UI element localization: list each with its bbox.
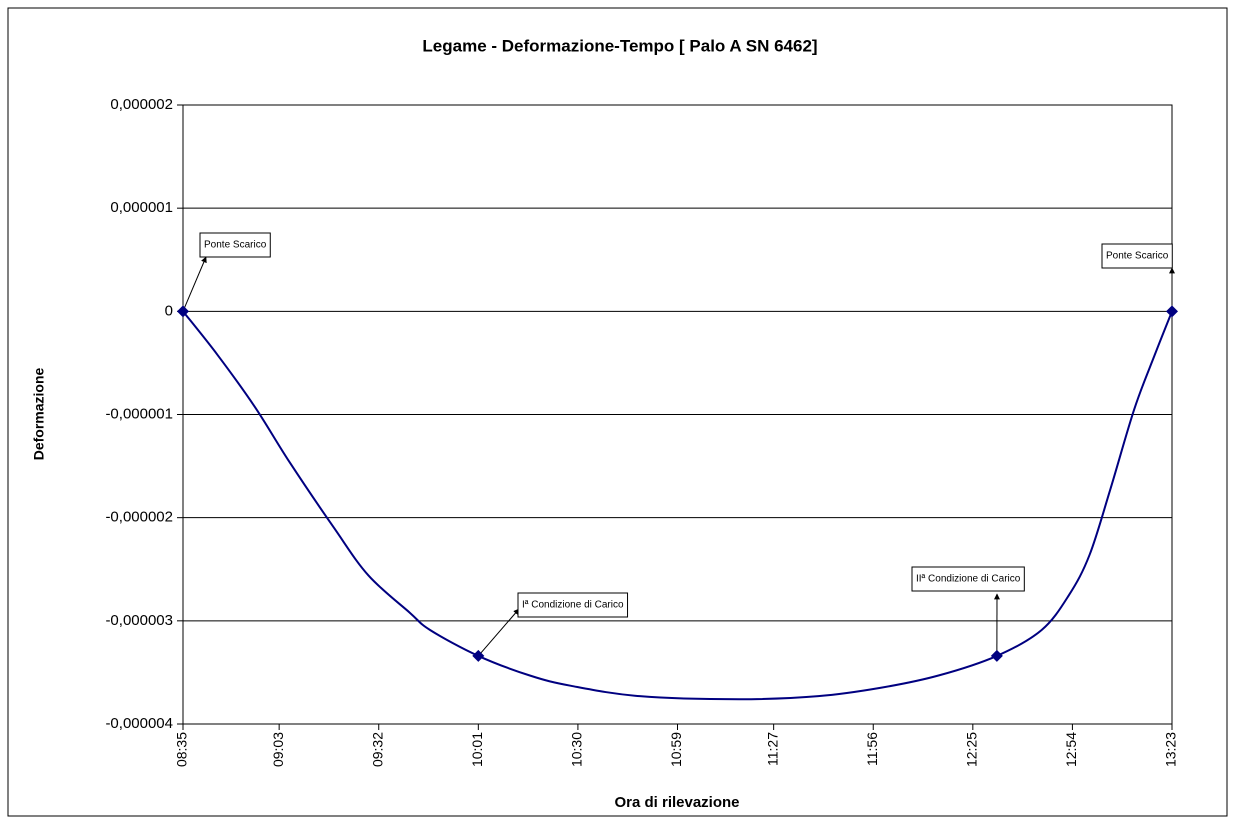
x-tick-label: 10:59: [668, 732, 684, 767]
marker: [472, 649, 485, 662]
y-tick-label: -0,000001: [105, 405, 173, 422]
y-axis-label: Deformazione: [31, 368, 47, 461]
annotation-box: [199, 232, 271, 258]
annotation: Ponte Scarico: [199, 232, 271, 258]
annotation-box: [911, 566, 1025, 592]
marker: [990, 649, 1003, 662]
x-tick-label: 11:56: [864, 732, 880, 766]
data-line: [182, 310, 1173, 701]
y-tick-label: 0,000001: [110, 199, 173, 216]
x-tick-label: 09:03: [270, 732, 286, 767]
annotation-arrow: [477, 608, 520, 657]
annotation-arrow: [182, 256, 207, 312]
x-tick-label: 11:27: [764, 732, 780, 766]
x-tick-label: 09:32: [369, 732, 385, 767]
x-tick-label: 13:23: [1163, 732, 1179, 767]
y-tick-label: 0,000002: [110, 96, 173, 113]
annotation-text: Iª Condizione di Carico: [522, 600, 624, 611]
y-tick-label: -0,000002: [105, 509, 173, 526]
marker: [1166, 305, 1178, 318]
y-tick-label: -0,000003: [105, 612, 173, 629]
annotation-box: [1101, 243, 1173, 269]
annotation-text: Ponte Scarico: [1106, 251, 1169, 262]
x-tick-label: 08:35: [174, 732, 190, 767]
y-tick-label: -0,000004: [105, 715, 173, 732]
marker: [177, 305, 189, 318]
y-tick-label: 0: [165, 302, 173, 319]
annotation-text: IIª Condizione di Carico: [916, 574, 1021, 585]
annotation-text: Ponte Scarico: [204, 240, 267, 251]
annotation: Iª Condizione di Carico: [517, 592, 629, 618]
annotation: Ponte Scarico: [1101, 243, 1173, 269]
x-tick-label: 10:01: [469, 732, 485, 767]
chart-title: Legame - Deformazione-Tempo [ Palo A SN …: [422, 36, 817, 55]
x-tick-label: 10:30: [569, 732, 585, 767]
x-tick-label: 12:54: [1063, 732, 1079, 767]
x-axis-label: Ora di rilevazione: [614, 794, 739, 811]
annotation: IIª Condizione di Carico: [911, 566, 1025, 592]
x-tick-label: 12:25: [964, 732, 980, 767]
annotation-box: [517, 592, 629, 618]
